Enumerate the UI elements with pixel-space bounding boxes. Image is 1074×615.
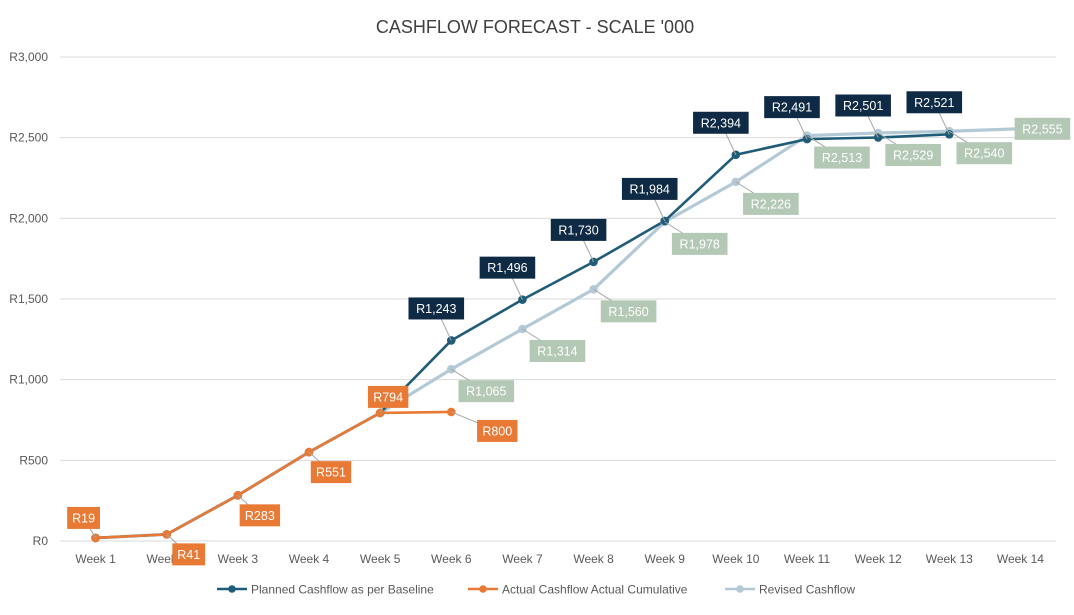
x-tick-label: Week 12 — [855, 552, 902, 566]
planned-label-box — [550, 218, 607, 241]
x-tick-label: Week 13 — [926, 552, 973, 566]
planned-label: R2,501 — [843, 99, 883, 113]
revised-label-box — [529, 340, 586, 363]
actual-label: R551 — [316, 466, 346, 480]
revised-label-box — [1014, 117, 1071, 140]
legend: Planned Cashflow as per Baseline Actual C… — [217, 583, 855, 597]
legend-entry: Revised Cashflow — [759, 583, 855, 597]
series-line — [94, 410, 453, 540]
actual-label-box — [67, 506, 100, 529]
y-tick-label: R2,500 — [9, 131, 48, 145]
revised-label: R2,226 — [751, 197, 791, 211]
data-point — [446, 336, 456, 345]
revised-label: R2,555 — [1022, 122, 1062, 136]
planned-label: R1,496 — [487, 261, 527, 275]
y-tick-label: R1,000 — [9, 373, 48, 387]
x-tick-label: Week 6 — [431, 552, 472, 566]
data-labels: R1,243 R1,496 R1,730 R1,984 R2,394 R2,491 R2,5… — [67, 91, 1071, 566]
actual-label: R41 — [177, 548, 200, 562]
revised-label: R1,065 — [466, 385, 506, 399]
actual-label-box — [310, 461, 352, 484]
revised-label: R1,978 — [680, 237, 720, 251]
revised-label-box — [743, 192, 799, 215]
planned-label-box — [835, 94, 891, 117]
planned-label-box — [408, 297, 465, 320]
actual-label: R283 — [245, 509, 275, 523]
revised-label: R1,314 — [537, 345, 577, 359]
x-tick-label: Week 8 — [573, 552, 614, 566]
actual-label: R19 — [72, 511, 95, 525]
planned-label: R1,984 — [630, 182, 670, 196]
y-tick-label: R1,500 — [9, 292, 48, 306]
x-tick-label: Week 11 — [784, 552, 831, 566]
x-tick-label: Week 7 — [502, 552, 543, 566]
revised-label-box — [600, 300, 657, 323]
data-point — [375, 408, 385, 418]
data-point — [589, 257, 598, 267]
planned-label: R2,521 — [914, 96, 954, 110]
x-tick-label: Week 1 — [75, 552, 116, 566]
revised-label: R2,540 — [964, 147, 1004, 161]
planned-label-box — [693, 111, 749, 134]
planned-label: R1,730 — [558, 223, 598, 237]
series-lines — [93, 127, 1023, 540]
legend-swatch-marker — [228, 585, 236, 593]
series-points — [91, 124, 1025, 543]
planned-label: R2,394 — [701, 116, 741, 130]
x-tick-label: Week 3 — [218, 552, 259, 566]
x-tick-label: Week 5 — [360, 552, 401, 566]
revised-label-box — [885, 143, 941, 166]
actual-label-box — [172, 543, 206, 566]
planned-label: R2,491 — [772, 101, 812, 115]
x-tick-label: Week 14 — [997, 552, 1044, 566]
revised-label: R2,529 — [893, 148, 933, 162]
x-axis-labels: Week 1 Week 2 Week 3 Week 4 Week 5 Week 6 Week… — [75, 552, 1044, 566]
planned-label-box — [479, 256, 536, 279]
chart-title: CASHFLOW FORECAST - SCALE '000 — [376, 17, 694, 37]
actual-label: R800 — [482, 424, 512, 438]
y-tick-label: R3,000 — [9, 50, 48, 64]
planned-label-box — [764, 96, 820, 119]
series-line — [94, 132, 951, 540]
y-tick-label: R0 — [33, 534, 49, 548]
x-tick-label: Week 10 — [712, 552, 759, 566]
revised-label-box — [458, 380, 515, 403]
gridlines — [60, 56, 1056, 542]
legend-entry: Actual Cashflow Actual Cumulative — [502, 583, 688, 597]
legend-swatch-marker — [479, 585, 487, 593]
y-tick-label: R500 — [19, 453, 48, 467]
revised-label-box — [814, 146, 870, 169]
x-tick-label: Week 9 — [644, 552, 685, 566]
revised-label-box — [956, 142, 1013, 165]
planned-label: R1,243 — [416, 302, 456, 316]
planned-label-box — [906, 91, 963, 114]
y-tick-label: R2,000 — [9, 211, 48, 225]
revised-label-box — [671, 232, 728, 255]
y-axis-labels: R0 R500 R1,000 R1,500 R2,000 R2,500 R3,000 — [9, 50, 48, 548]
series-line — [93, 127, 1023, 540]
revised-label: R2,513 — [822, 151, 862, 165]
revised-label: R1,560 — [608, 305, 648, 319]
legend-swatch-marker — [736, 585, 744, 593]
actual-label-box — [367, 385, 409, 408]
x-tick-label: Week 4 — [289, 552, 330, 566]
actual-label: R794 — [373, 390, 403, 404]
actual-label-box — [239, 504, 281, 527]
actual-label-box — [477, 419, 518, 442]
planned-label-box — [621, 177, 678, 200]
legend-entry: Planned Cashflow as per Baseline — [251, 583, 434, 597]
